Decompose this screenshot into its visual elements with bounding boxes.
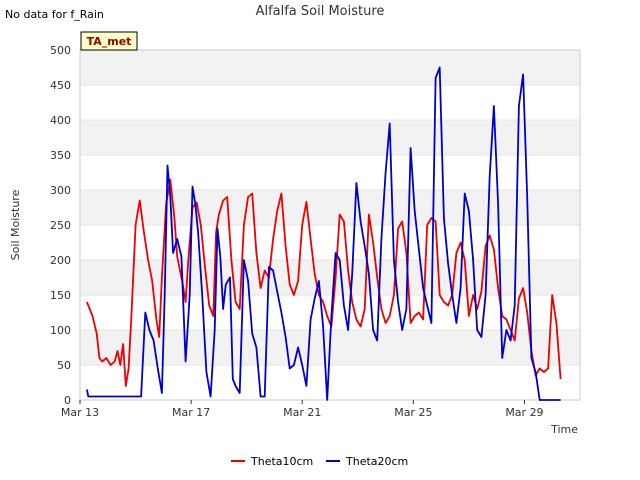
no-data-note: No data for f_Rain bbox=[5, 8, 104, 21]
legend-label-theta20cm: Theta20cm bbox=[345, 455, 408, 468]
x-tick-label: Mar 13 bbox=[61, 406, 99, 419]
plot-frame bbox=[79, 49, 581, 401]
series-line-theta10cm bbox=[86, 178, 562, 387]
y-tick-label: 450 bbox=[50, 79, 71, 92]
y-axis-label: Soil Moisture bbox=[9, 189, 22, 260]
y-tick-label: 500 bbox=[50, 44, 71, 57]
series-lines bbox=[86, 66, 562, 401]
background-bands bbox=[80, 50, 580, 365]
y-tick-label: 250 bbox=[50, 219, 71, 232]
y-tick-label: 400 bbox=[50, 114, 71, 127]
y-tick-label: 100 bbox=[50, 324, 71, 337]
y-tick-label: 0 bbox=[64, 394, 71, 407]
band-150 bbox=[80, 260, 580, 295]
x-tick-label: Mar 25 bbox=[394, 406, 432, 419]
x-tick-label: Mar 29 bbox=[505, 406, 543, 419]
band-350 bbox=[80, 120, 580, 155]
y-tick-label: 50 bbox=[57, 359, 71, 372]
x-axis-ticks: Mar 13 Mar 17 Mar 21 Mar 25 Mar 29 bbox=[61, 400, 544, 419]
y-tick-label: 300 bbox=[50, 184, 71, 197]
band-450 bbox=[80, 50, 580, 85]
series-line-theta20cm bbox=[86, 66, 561, 401]
x-tick-label: Mar 21 bbox=[283, 406, 321, 419]
y-tick-label: 200 bbox=[50, 254, 71, 267]
band-250 bbox=[80, 190, 580, 225]
station-label-box: TA_met bbox=[80, 31, 138, 51]
legend: Theta10cm Theta20cm bbox=[231, 455, 408, 468]
station-label: TA_met bbox=[87, 35, 132, 48]
x-tick-label: Mar 17 bbox=[172, 406, 210, 419]
y-axis-ticks: 0 50 100 150 200 250 300 350 400 450 500 bbox=[50, 44, 71, 407]
chart-title: Alfalfa Soil Moisture bbox=[256, 4, 385, 19]
legend-label-theta10cm: Theta10cm bbox=[250, 455, 313, 468]
x-axis-label: Time bbox=[550, 423, 578, 436]
y-tick-label: 150 bbox=[50, 289, 71, 302]
y-tick-label: 350 bbox=[50, 149, 71, 162]
